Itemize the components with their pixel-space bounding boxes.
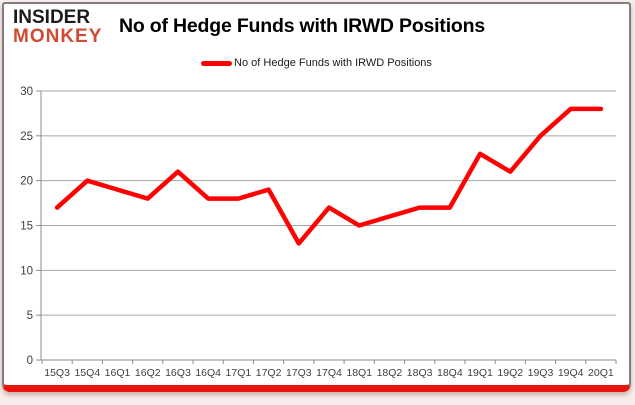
x-tick-label: 18Q4	[437, 367, 463, 379]
x-tick-label: 17Q1	[226, 367, 252, 379]
logo-text-monkey: MONKEY	[13, 25, 103, 47]
x-tick-label: 17Q3	[286, 367, 312, 379]
logo-text-insider: INSIDER	[13, 7, 91, 28]
line-chart-plot: 0 5 10 15 20 25 30 15Q3 15Q4 16Q1 16Q2 16Q3 16Q4 17Q1…	[20, 86, 617, 379]
y-tick-label: 10	[20, 265, 33, 277]
x-tick-label: 19Q2	[497, 367, 523, 379]
x-tick-label: 18Q2	[377, 367, 403, 379]
x-tick-label: 19Q1	[467, 367, 493, 379]
y-tick-label: 30	[20, 86, 33, 98]
chart-legend: No of Hedge Funds with IRWD Positions	[4, 57, 629, 69]
y-tick-label: 5	[27, 310, 33, 322]
x-tick-label: 15Q4	[74, 367, 100, 379]
y-tick-label: 25	[20, 131, 33, 143]
x-tick-label: 16Q3	[165, 367, 191, 379]
insider-monkey-logo: INSIDER MONKEY	[13, 7, 103, 47]
x-tick-label: 17Q4	[316, 367, 342, 379]
y-tick-label: 20	[20, 176, 33, 188]
y-tick-label: 0	[27, 355, 33, 367]
legend-line-swatch	[201, 60, 233, 66]
chart-title: No of Hedge Funds with IRWD Positions	[119, 15, 485, 37]
y-tick-label: 15	[20, 221, 33, 233]
x-tick-label: 19Q4	[558, 367, 584, 379]
x-tick-label: 18Q1	[346, 367, 372, 379]
legend-label: No of Hedge Funds with IRWD Positions	[234, 57, 432, 69]
x-tick-label: 15Q3	[44, 367, 70, 379]
x-tick-label: 17Q2	[256, 367, 282, 379]
x-tick-label: 18Q3	[407, 367, 433, 379]
x-tick-label: 19Q3	[528, 367, 554, 379]
x-tick-label: 20Q1	[588, 367, 614, 379]
x-tick-label: 16Q2	[135, 367, 161, 379]
chart-card: INSIDER MONKEY No of Hedge Funds with IR…	[2, 2, 631, 392]
x-tick-label: 16Q4	[195, 367, 221, 379]
series-line	[54, 106, 604, 246]
x-tick-label: 16Q1	[105, 367, 131, 379]
